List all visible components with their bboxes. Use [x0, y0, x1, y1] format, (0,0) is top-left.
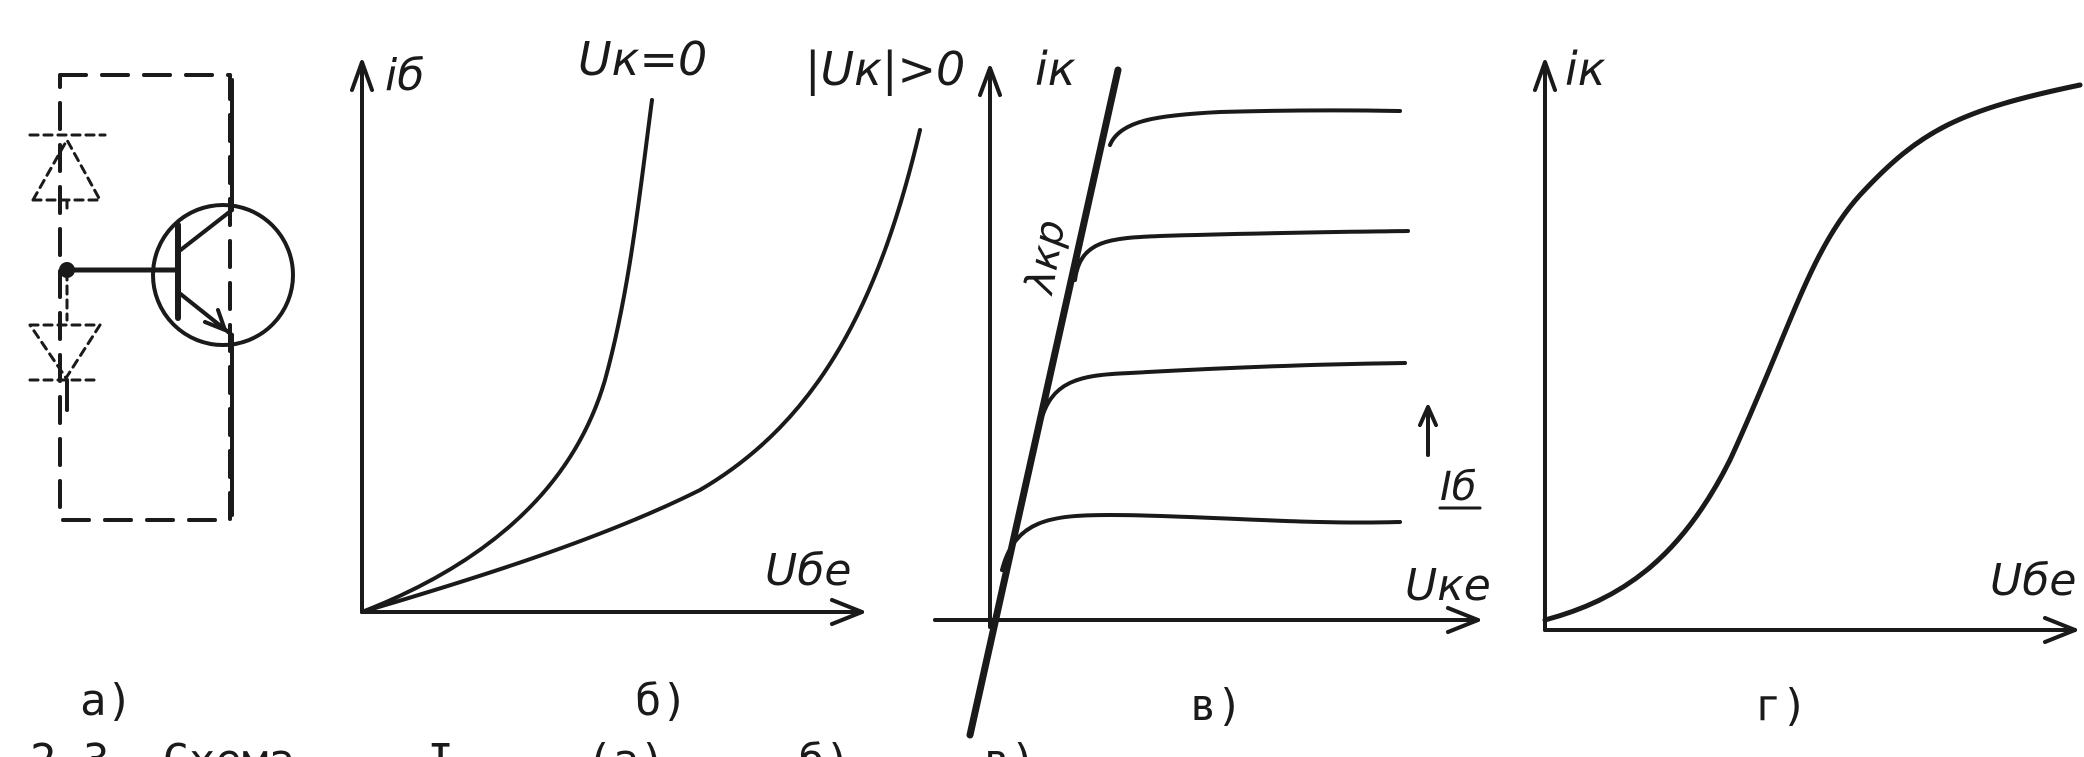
panel-g-transfer-characteristic: iк Uбе г): [1533, 42, 2083, 731]
g-x-axis-label: Uбе: [1990, 555, 2076, 606]
panel-v-label: в): [1190, 680, 1243, 731]
v-curve-ib-4: [1108, 108, 1402, 147]
lower-diode-icon: [28, 270, 102, 382]
panel-a-label: а): [80, 675, 133, 726]
b-curve-uk-positive: [360, 128, 922, 614]
g-y-axis-label: iк: [1565, 42, 1606, 96]
g-transfer-curve: [1542, 82, 2083, 623]
panel-v-output-characteristics: iк λкр Iб Uке в): [933, 42, 1491, 739]
v-curve-ib-3: [1073, 229, 1410, 282]
v-curve-ib-1: [1000, 513, 1402, 572]
v-critical-line: [966, 66, 1122, 739]
figure-caption: 2.3. Схема ... I ... (a) ... б) ... в) .…: [30, 735, 1143, 757]
b-x-axis-label: Uбе: [765, 545, 851, 596]
panel-b-input-characteristics: iб Uк=0 |Uк|>0 Uбе б): [350, 32, 965, 726]
upper-diode-icon: [28, 133, 107, 212]
v-curve-ib-2: [1038, 361, 1407, 427]
b-curve-label-uk-positive: |Uк|>0: [805, 42, 965, 97]
v-x-axis-label: Uке: [1405, 560, 1491, 611]
v-line-label: λкр: [1016, 217, 1074, 299]
panel-b-label: б): [635, 675, 688, 726]
panel-a-circuit: а): [28, 73, 295, 726]
dashed-frame: [58, 73, 232, 522]
v-y-axis-label: iк: [1035, 42, 1076, 96]
transistor-icon: [151, 78, 295, 517]
panel-g-label: г): [1755, 680, 1808, 731]
b-curve-label-uk-zero: Uк=0: [578, 32, 707, 86]
b-curve-uk-zero: [360, 98, 654, 614]
v-param-label: Iб: [1440, 464, 1476, 510]
b-y-axis-label: iб: [385, 50, 424, 101]
